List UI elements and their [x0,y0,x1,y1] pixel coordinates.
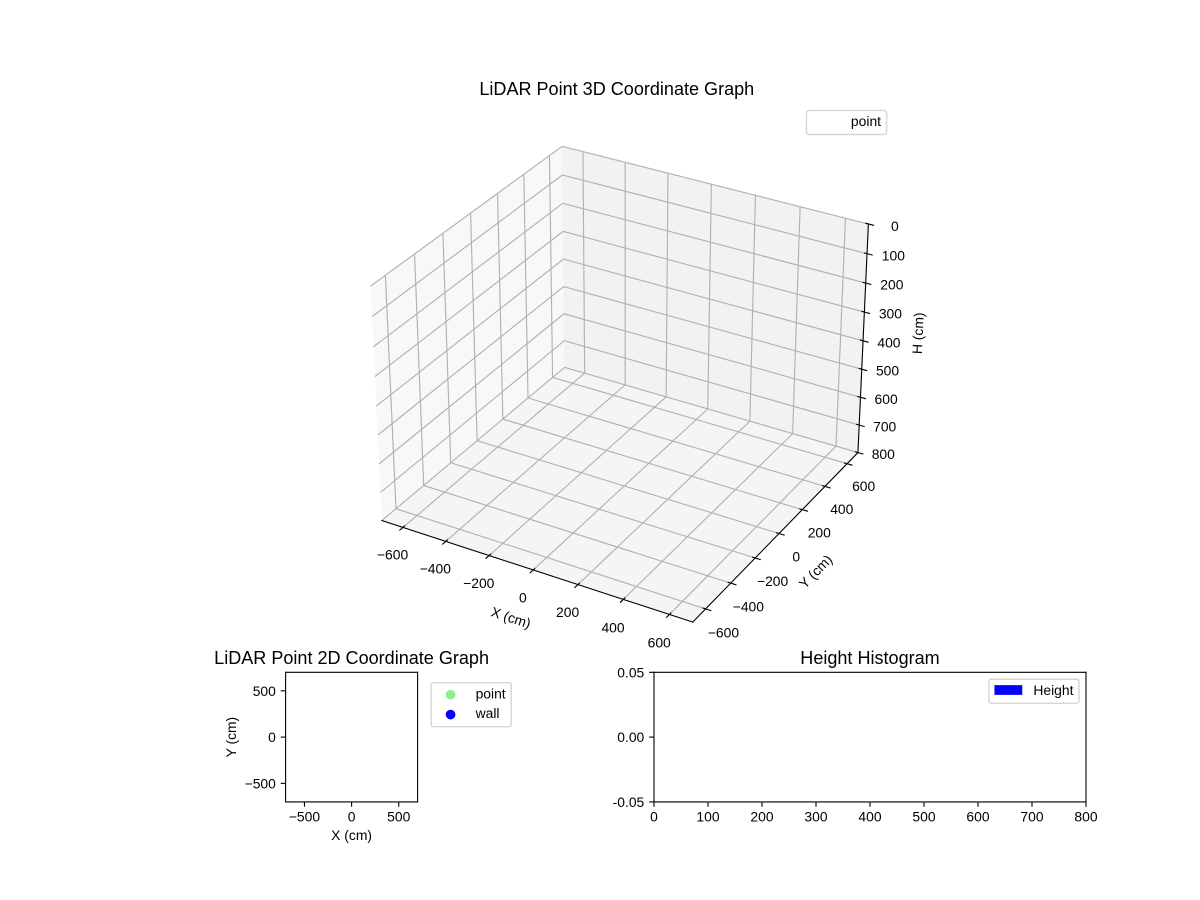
svg-text:LiDAR Point 3D Coordinate Grap: LiDAR Point 3D Coordinate Graph [479,79,754,99]
svg-text:400: 400 [830,501,853,517]
svg-text:200: 200 [556,604,579,620]
svg-text:−200: −200 [757,573,789,589]
svg-text:−400: −400 [733,599,765,615]
svg-text:Height: Height [1033,682,1073,698]
svg-text:800: 800 [1074,809,1097,825]
svg-text:0: 0 [792,548,800,564]
svg-text:−600: −600 [708,625,740,641]
svg-text:point: point [851,113,881,129]
svg-text:X (cm): X (cm) [331,827,372,843]
svg-text:400: 400 [601,619,624,635]
svg-text:600: 600 [875,391,898,407]
svg-text:−400: −400 [420,560,452,576]
svg-text:200: 200 [880,277,903,293]
svg-text:600: 600 [852,478,875,494]
svg-text:−200: −200 [463,575,495,591]
svg-text:400: 400 [877,334,900,350]
svg-text:300: 300 [879,306,902,322]
svg-text:LiDAR Point 2D Coordinate Grap: LiDAR Point 2D Coordinate Graph [214,648,489,668]
svg-text:500: 500 [876,363,899,379]
svg-text:0: 0 [650,809,658,825]
svg-text:500: 500 [912,809,935,825]
svg-text:500: 500 [387,809,410,825]
svg-text:400: 400 [858,809,881,825]
svg-text:Y (cm): Y (cm) [223,717,239,758]
svg-text:0.05: 0.05 [617,664,644,680]
svg-text:−500: −500 [289,809,321,825]
svg-text:−600: −600 [377,546,409,562]
svg-text:wall: wall [475,705,500,721]
svg-text:0: 0 [519,589,527,605]
svg-text:Height Histogram: Height Histogram [800,648,939,668]
svg-text:100: 100 [696,809,719,825]
svg-text:200: 200 [808,524,831,540]
svg-text:100: 100 [882,247,905,263]
svg-text:600: 600 [648,635,671,651]
svg-text:H (cm): H (cm) [909,312,927,354]
svg-text:700: 700 [1020,809,1043,825]
svg-text:0: 0 [348,809,356,825]
svg-text:500: 500 [253,683,276,699]
svg-text:0: 0 [268,729,276,745]
svg-text:0: 0 [891,218,899,234]
svg-text:0.00: 0.00 [617,729,644,745]
svg-text:300: 300 [804,809,827,825]
svg-text:point: point [476,685,506,701]
svg-text:600: 600 [966,809,989,825]
svg-text:-0.05: -0.05 [613,794,645,810]
svg-text:800: 800 [872,446,895,462]
svg-text:700: 700 [873,419,896,435]
svg-text:−500: −500 [245,775,277,791]
svg-text:200: 200 [750,809,773,825]
